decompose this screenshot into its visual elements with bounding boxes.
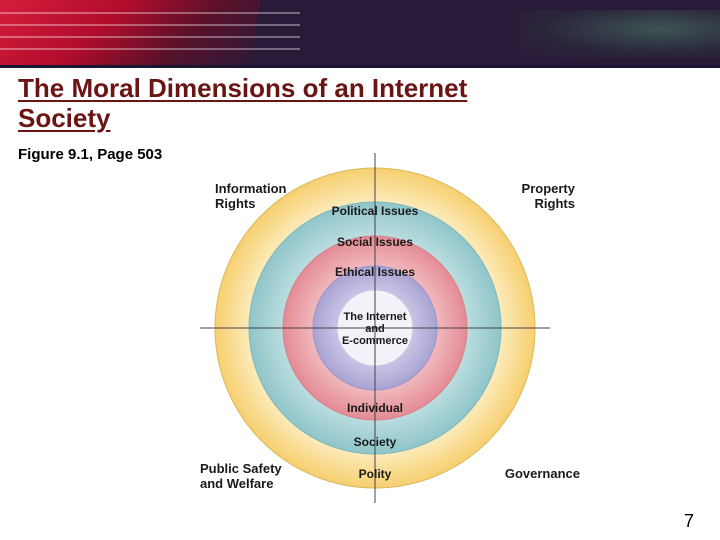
banner-line: [0, 24, 300, 26]
center-text-1: The Internet: [344, 311, 407, 323]
label-ethical: Ethical Issues: [335, 265, 415, 279]
label-polity: Polity: [359, 467, 392, 481]
outer-label-tr-1: Property: [522, 181, 576, 196]
banner-red-overlay: [0, 0, 260, 68]
outer-label-tr-2: Rights: [535, 196, 575, 211]
outer-label-bl-2: and Welfare: [200, 476, 273, 491]
slide-title: The Moral Dimensions of an Internet Soci…: [18, 74, 538, 134]
banner-line: [0, 12, 300, 14]
banner-line: [0, 36, 300, 38]
banner-green-glow: [520, 10, 720, 58]
diagram-svg: The Internet and E-commerce Ethical Issu…: [160, 138, 590, 518]
outer-label-tl-1: Information: [215, 181, 287, 196]
outer-label-tl-2: Rights: [215, 196, 255, 211]
label-individual: Individual: [347, 401, 403, 415]
label-social: Social Issues: [337, 235, 413, 249]
banner-line: [0, 48, 300, 50]
label-political: Political Issues: [332, 204, 419, 218]
label-society: Society: [354, 435, 397, 449]
slide-content: The Moral Dimensions of an Internet Soci…: [0, 68, 720, 540]
moral-dimensions-diagram: The Internet and E-commerce Ethical Issu…: [160, 138, 590, 518]
center-text-3: E-commerce: [342, 335, 408, 347]
slide-banner: [0, 0, 720, 68]
center-text-2: and: [365, 323, 385, 335]
outer-label-bl-1: Public Safety: [200, 461, 282, 476]
figure-caption: Figure 9.1, Page 503: [18, 146, 162, 163]
outer-label-br-1: Governance: [505, 466, 580, 481]
page-number: 7: [684, 511, 694, 532]
